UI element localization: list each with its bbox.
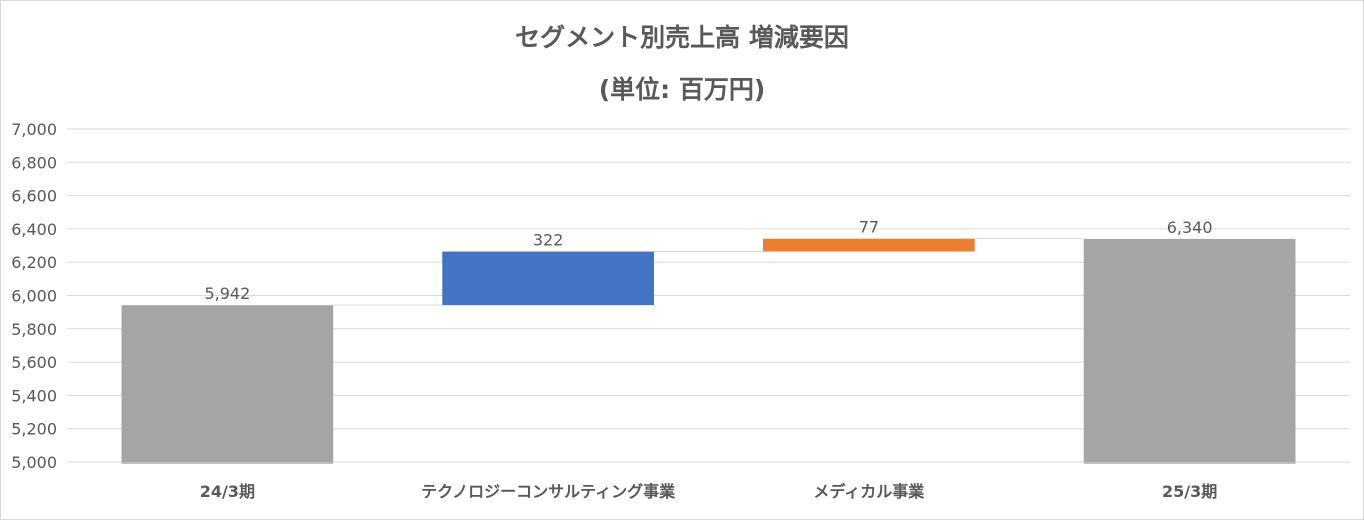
bar	[1083, 238, 1296, 462]
bar	[763, 238, 975, 252]
data-label: 5,942	[204, 284, 250, 303]
category-label: 24/3期	[200, 482, 255, 501]
y-tick-label: 5,600	[11, 353, 57, 372]
y-tick-label: 6,200	[11, 253, 57, 272]
category-label: テクノロジーコンサルティング事業	[421, 482, 676, 501]
data-label: 77	[859, 218, 879, 237]
y-tick-label: 6,000	[11, 287, 57, 306]
data-label: 322	[533, 231, 564, 250]
bar	[121, 305, 334, 462]
chart-title: セグメント別売上高 増減要因	[515, 23, 849, 52]
y-tick-label: 5,000	[11, 453, 57, 472]
y-tick-label: 6,800	[11, 153, 57, 172]
chart-subtitle: (単位: 百万円)	[598, 75, 766, 104]
category-label: メディカル事業	[813, 482, 925, 501]
data-label: 6,340	[1167, 218, 1213, 237]
y-tick-label: 6,600	[11, 187, 57, 206]
y-tick-label: 5,400	[11, 386, 57, 405]
y-tick-label: 5,200	[11, 420, 57, 439]
y-tick-label: 7,000	[11, 120, 57, 139]
bar	[442, 251, 654, 306]
category-label: 25/3期	[1162, 482, 1217, 501]
y-tick-label: 6,400	[11, 220, 57, 239]
y-tick-label: 5,800	[11, 320, 57, 339]
